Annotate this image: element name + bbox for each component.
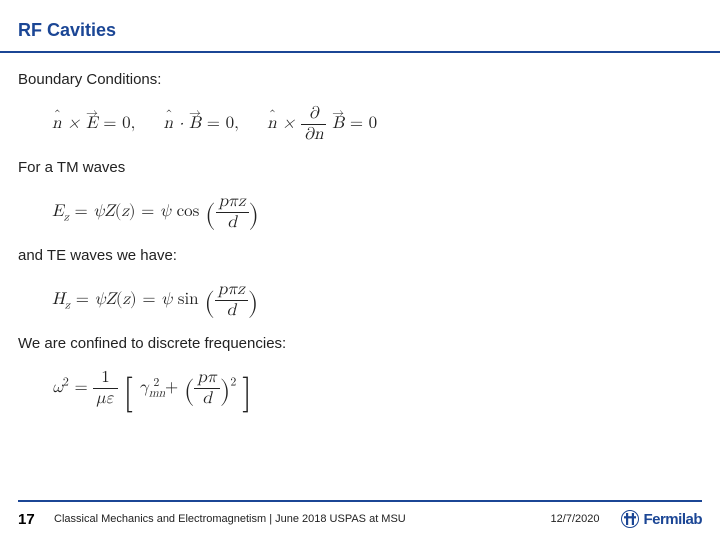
te-wave-label: and TE waves we have: xyxy=(18,247,702,264)
discrete-freq-label: We are confined to discrete frequencies: xyxy=(18,335,702,352)
footer-text: Classical Mechanics and Electromagnetism… xyxy=(54,513,537,525)
fermilab-logo-text: Fermilab xyxy=(643,511,702,528)
boundary-conditions-equation: n × E = 0, n · B = 0, n × ∂∂n B = 0 xyxy=(18,98,702,159)
tm-wave-label: For a TM waves xyxy=(18,159,702,176)
footer-divider xyxy=(18,500,702,502)
fermilab-logo-icon xyxy=(621,510,639,528)
footer-date: 12/7/2020 xyxy=(551,513,600,525)
fermilab-logo: Fermilab xyxy=(621,510,702,528)
tm-wave-equation: Ez = ψZ(z) = ψ cos (pπzd) xyxy=(18,186,702,247)
te-wave-equation: Hz = ψZ(z) = ψ sin (pπzd) xyxy=(18,274,702,335)
boundary-conditions-label: Boundary Conditions: xyxy=(18,71,702,88)
title-divider xyxy=(0,51,720,53)
slide-title: RF Cavities xyxy=(18,20,702,41)
slide-number: 17 xyxy=(18,511,40,528)
discrete-freq-equation: ω2 = 1με [ γmn2 + (pπd)2 ] xyxy=(18,362,702,429)
footer: 17 Classical Mechanics and Electromagnet… xyxy=(0,500,720,528)
slide: RF Cavities Boundary Conditions: n × E =… xyxy=(0,0,720,540)
